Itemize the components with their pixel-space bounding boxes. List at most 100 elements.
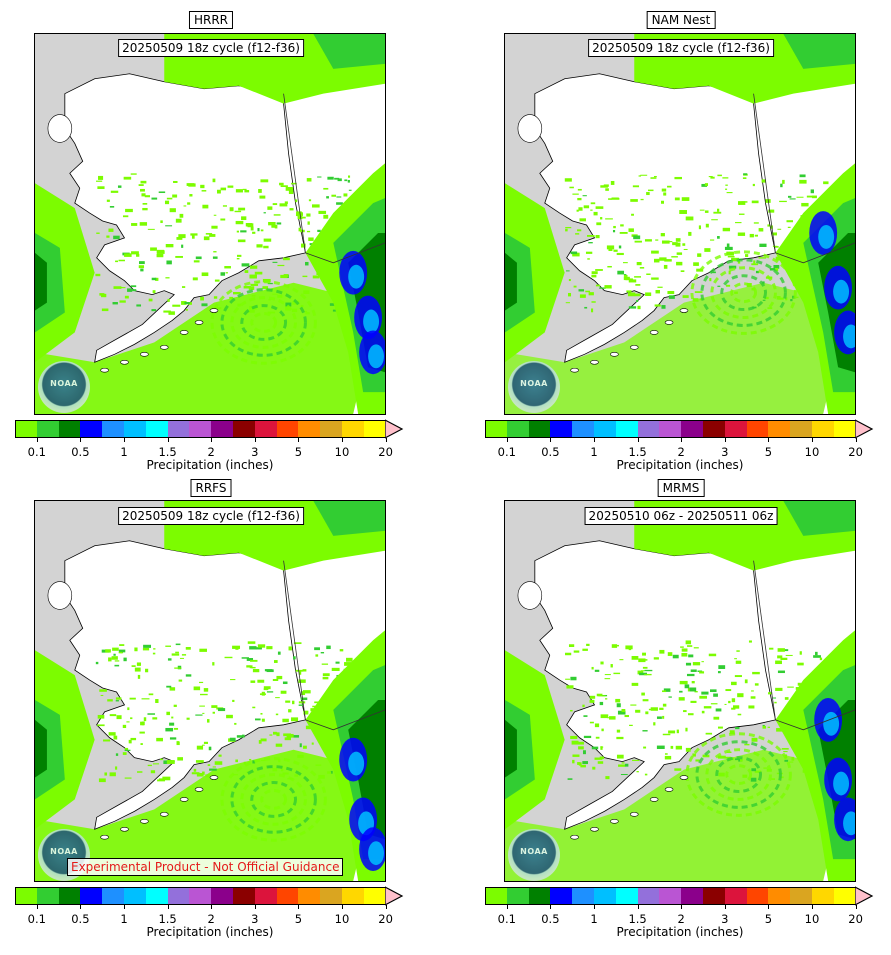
colorbar-swatch xyxy=(36,887,60,905)
colorbar-tickmark xyxy=(254,438,256,442)
colorbar-tick-label: 20 xyxy=(378,912,393,926)
colorbar-swatch xyxy=(703,420,726,438)
colorbar-extend-arrow xyxy=(854,419,873,439)
colorbar-swatch xyxy=(572,887,595,905)
colorbar-swatch xyxy=(124,887,147,905)
colorbar-tick-label: 10 xyxy=(334,445,350,459)
colorbar-extend-arrow xyxy=(384,419,403,439)
colorbar-swatch xyxy=(320,887,343,905)
colorbar-tickmark xyxy=(124,905,125,909)
colorbar-swatch xyxy=(124,420,147,438)
precip-map xyxy=(34,33,386,415)
colorbar-tickmark xyxy=(167,905,169,909)
colorbar-swatch xyxy=(485,887,508,905)
cycle-label: 20250509 18z cycle (f12-f36) xyxy=(588,39,774,57)
colorbar-tick-label: 0.1 xyxy=(497,445,516,459)
colorbar-swatch xyxy=(276,887,299,905)
colorbar-tickmark xyxy=(385,905,387,909)
colorbar-tick-label: 20 xyxy=(378,445,393,459)
colorbar-tickmark xyxy=(211,438,213,442)
noaa-logo-icon: NOAA xyxy=(508,361,560,413)
colorbar-swatch xyxy=(528,420,551,438)
colorbar-tickmark xyxy=(637,905,639,909)
colorbar-tick-label: 20 xyxy=(848,445,863,459)
map-canvas xyxy=(35,501,385,881)
colorbar-extend-arrow xyxy=(854,886,873,906)
colorbar-tick-label: 5 xyxy=(764,912,773,926)
colorbar-tickmark xyxy=(342,905,343,909)
colorbar-tickmark xyxy=(36,905,38,909)
panel-title: NAM Nest xyxy=(646,11,716,29)
colorbar-swatch xyxy=(80,887,103,905)
colorbar-swatch xyxy=(342,887,365,905)
colorbar-tick-label: 1 xyxy=(590,912,598,926)
colorbar-swatch xyxy=(724,887,748,905)
panel-title: RRFS xyxy=(190,479,232,497)
colorbar-tick-label: 0.5 xyxy=(541,445,560,459)
colorbar-swatch xyxy=(550,887,573,905)
colorbar-swatch xyxy=(833,887,857,905)
colorbar-tick-label: 2 xyxy=(677,912,685,926)
colorbar-swatch xyxy=(298,887,321,905)
colorbar-swatch xyxy=(746,420,769,438)
colorbar-tick-label: 2 xyxy=(207,445,215,459)
colorbar-tickmark xyxy=(550,438,552,442)
colorbar-tick-label: 1 xyxy=(120,445,128,459)
colorbar-swatch xyxy=(746,887,769,905)
colorbar-swatch xyxy=(485,420,508,438)
colorbar-swatch xyxy=(724,420,748,438)
colorbar-tick-label: 3 xyxy=(251,445,259,459)
colorbar-swatch xyxy=(233,420,256,438)
colorbar-tick-label: 5 xyxy=(764,445,773,459)
colorbar-tick-label: 10 xyxy=(804,445,820,459)
colorbar-swatch xyxy=(276,420,299,438)
colorbar-tickmark xyxy=(594,438,595,442)
colorbar-swatch xyxy=(363,420,387,438)
colorbar-swatch xyxy=(550,420,573,438)
colorbar-tickmark xyxy=(855,438,857,442)
colorbar-tick-label: 0.1 xyxy=(27,445,46,459)
colorbar-swatch xyxy=(145,420,169,438)
cycle-label: 20250509 18z cycle (f12-f36) xyxy=(118,39,304,57)
disclaimer-label: Experimental Product - Not Official Guid… xyxy=(67,858,344,876)
colorbar-swatch xyxy=(703,887,726,905)
colorbar-tickmark xyxy=(768,438,770,442)
colorbar-swatch xyxy=(80,420,103,438)
panel-title: MRMS xyxy=(657,479,705,497)
colorbar-tick-label: 3 xyxy=(251,912,259,926)
colorbar-swatch xyxy=(637,420,660,438)
colorbar-swatch xyxy=(659,420,682,438)
colorbar-label: Precipitation (inches) xyxy=(616,458,744,472)
colorbar-swatch xyxy=(768,887,791,905)
colorbar-swatch xyxy=(790,420,813,438)
colorbar-tickmark xyxy=(36,438,38,442)
colorbar-tickmark xyxy=(342,438,343,442)
cycle-label: 20250510 06z - 20250511 06z xyxy=(584,507,778,525)
colorbar-tickmark xyxy=(167,438,169,442)
colorbar-swatch xyxy=(637,887,660,905)
colorbar-tick-label: 3 xyxy=(721,445,729,459)
colorbar-tick-label: 1.5 xyxy=(158,912,177,926)
colorbar-tickmark xyxy=(812,905,813,909)
colorbar-swatch xyxy=(15,887,38,905)
colorbar-swatch xyxy=(812,887,835,905)
colorbar-tickmark xyxy=(724,438,726,442)
colorbar-swatch xyxy=(320,420,343,438)
map-canvas xyxy=(505,34,855,414)
colorbar-swatch xyxy=(833,420,857,438)
colorbar-tickmark xyxy=(637,438,639,442)
colorbar-tick-label: 0.1 xyxy=(497,912,516,926)
colorbar-tick-label: 5 xyxy=(294,912,303,926)
colorbar-swatch xyxy=(768,420,791,438)
colorbar-swatch xyxy=(36,420,60,438)
colorbar-swatch xyxy=(681,887,704,905)
colorbar-tick-label: 1.5 xyxy=(628,912,647,926)
colorbar-swatch xyxy=(211,887,234,905)
cycle-label: 20250509 18z cycle (f12-f36) xyxy=(118,507,304,525)
colorbar-tick-label: 3 xyxy=(721,912,729,926)
colorbar-swatch xyxy=(363,887,387,905)
colorbar-tickmark xyxy=(724,905,726,909)
colorbar-tickmark xyxy=(211,905,213,909)
colorbar-swatch xyxy=(506,887,530,905)
colorbar-swatch xyxy=(102,420,125,438)
